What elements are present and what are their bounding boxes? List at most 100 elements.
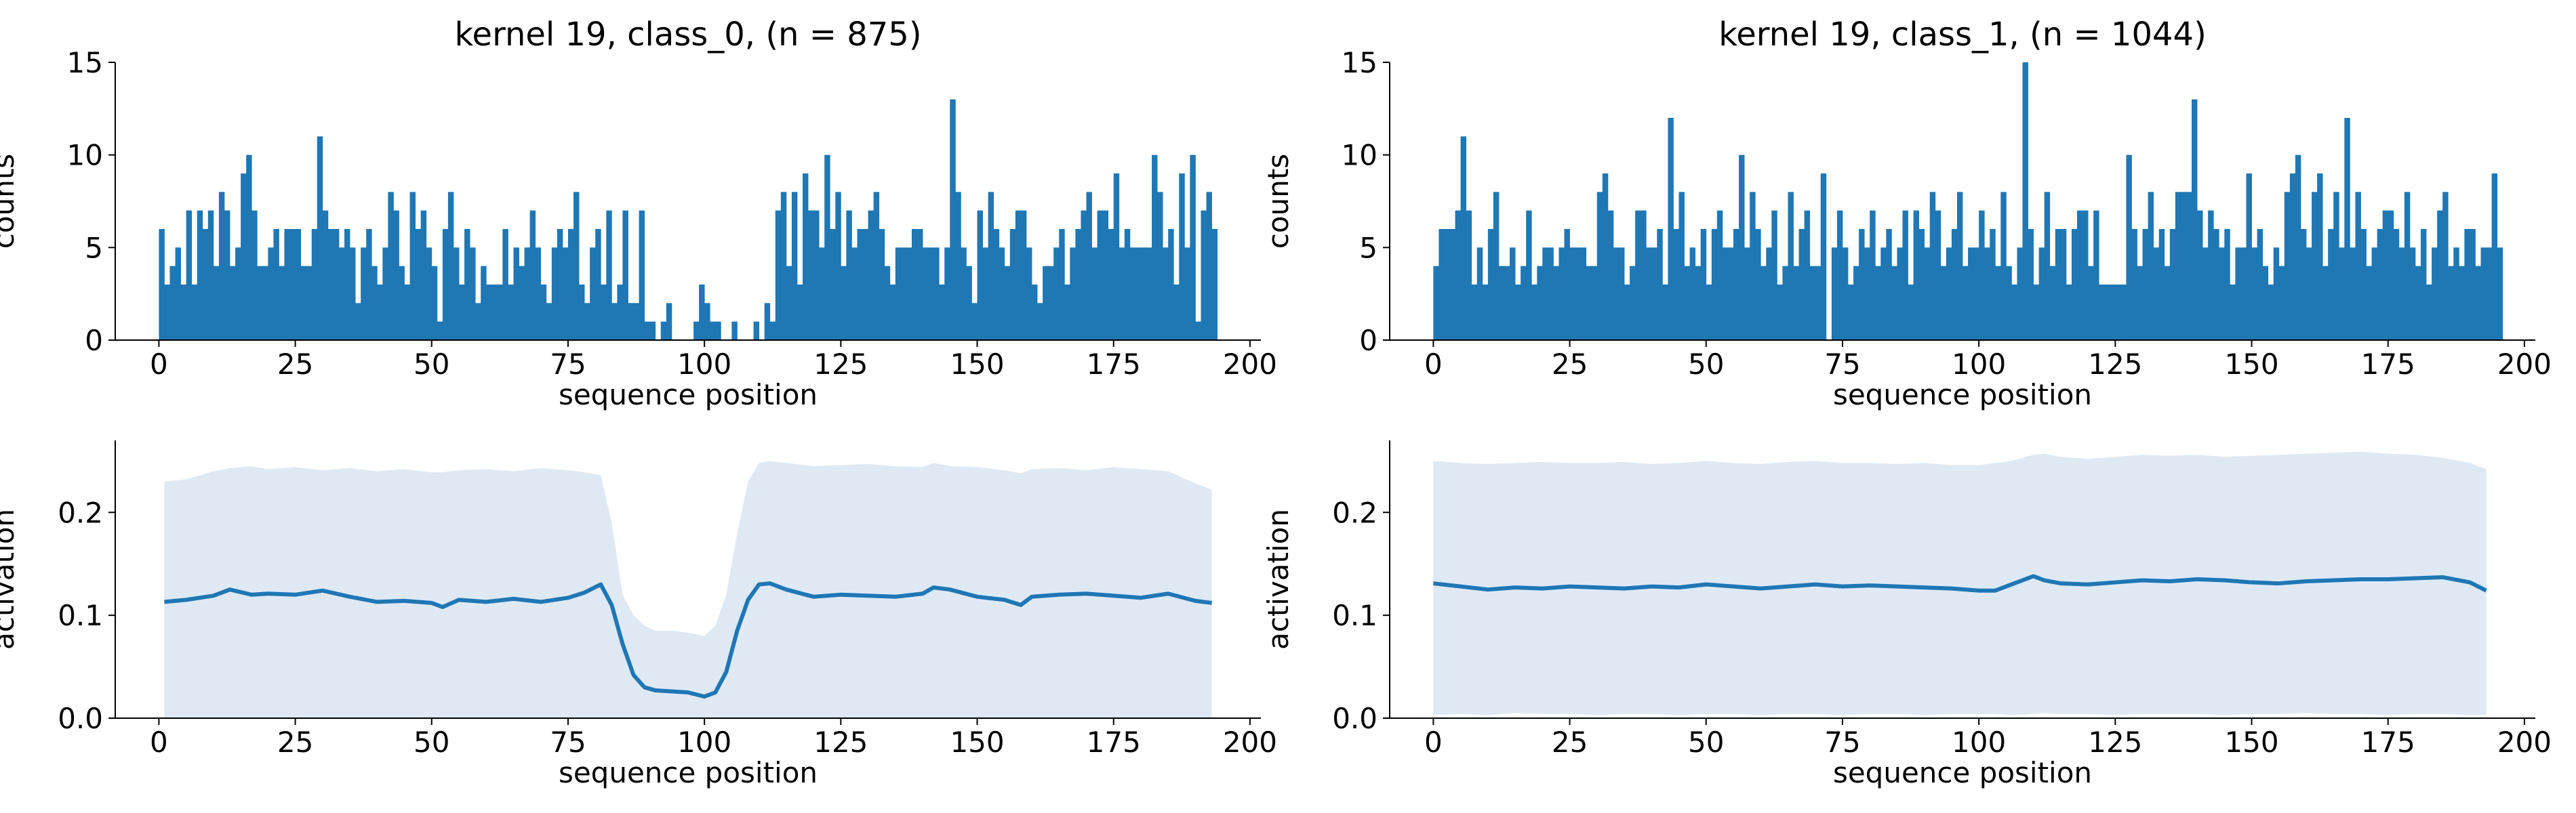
bar — [906, 247, 912, 340]
bar — [1668, 118, 1674, 340]
bar — [2251, 247, 2257, 340]
bar — [1886, 229, 1892, 340]
bar — [999, 247, 1005, 340]
bar — [431, 266, 438, 340]
bar — [300, 266, 307, 340]
bar — [2437, 210, 2443, 340]
bar — [1548, 247, 1554, 340]
bar — [207, 210, 214, 340]
bar — [2164, 266, 2171, 340]
bar — [2442, 192, 2449, 340]
bar — [1195, 321, 1201, 340]
bar — [1793, 266, 1799, 340]
bar — [295, 229, 302, 340]
bar — [1918, 229, 1925, 340]
bar — [2082, 210, 2089, 340]
bar — [1700, 229, 1707, 340]
bar — [388, 192, 394, 340]
bar — [2235, 247, 2241, 340]
bar — [464, 229, 470, 340]
bar — [595, 229, 601, 340]
x-axis-label: sequence position — [559, 378, 818, 411]
bar — [579, 285, 585, 340]
bar — [928, 247, 934, 340]
bar — [1471, 285, 1478, 340]
bar — [611, 303, 618, 340]
bar — [1678, 192, 1685, 340]
bar — [1602, 173, 1609, 340]
bar — [1836, 210, 1843, 340]
y-tick-label: 0 — [85, 324, 103, 357]
bar — [851, 247, 858, 340]
bar — [1053, 247, 1060, 340]
bar — [175, 247, 181, 340]
bar — [617, 285, 623, 340]
bar — [426, 247, 432, 340]
bar — [2453, 247, 2459, 340]
bar — [475, 303, 481, 340]
bar — [1673, 229, 1679, 340]
bar — [900, 247, 907, 340]
bar — [2262, 266, 2269, 340]
bar — [933, 247, 940, 340]
bar — [1722, 247, 1729, 340]
bar — [1963, 266, 1969, 340]
bar — [535, 247, 542, 340]
bar — [2110, 285, 2116, 340]
bar — [1163, 247, 1169, 340]
bar — [2246, 173, 2252, 340]
bar — [628, 303, 634, 340]
x-tick-label: 100 — [677, 348, 731, 381]
bar — [409, 192, 416, 340]
bar — [1727, 247, 1734, 340]
chart-panel-4: 0 25 50 75 100 125 150 175 200 0.0 0.1 0.2 sequence … — [1262, 440, 2552, 789]
bar — [1788, 192, 1794, 340]
bar — [1766, 247, 1772, 340]
bar — [1662, 285, 1668, 340]
bar — [327, 229, 334, 340]
bar — [2366, 266, 2372, 340]
bar — [1902, 210, 1908, 340]
bar — [2257, 229, 2263, 340]
bar — [453, 247, 460, 340]
bar — [1179, 173, 1185, 340]
bar — [562, 247, 569, 340]
bar — [780, 192, 787, 340]
bar — [268, 247, 274, 340]
bar — [606, 210, 612, 340]
bar — [1575, 247, 1582, 340]
y-tick-label: 10 — [1342, 139, 1377, 172]
chart-title: kernel 19, class_0, (n = 875) — [454, 16, 921, 54]
bar — [1015, 210, 1022, 340]
bar — [2470, 229, 2476, 340]
bar — [491, 285, 498, 340]
chart-panel-1: 0 25 50 75 100 125 150 175 200 0 5 10 15 sequence pos… — [0, 16, 1277, 411]
x-tick-label: 50 — [414, 726, 449, 759]
bar — [1744, 247, 1750, 340]
bar — [1848, 285, 1854, 340]
bar — [1624, 285, 1630, 340]
bar — [2060, 229, 2067, 340]
bar — [1859, 229, 1865, 340]
x-tick-label: 125 — [2088, 726, 2142, 759]
bar — [415, 229, 422, 340]
y-tick-label: 5 — [1359, 231, 1377, 264]
bar — [2448, 266, 2454, 340]
chart-panel-3: 0 25 50 75 100 125 150 175 200 0.0 0.1 0.2 sequence … — [0, 440, 1277, 789]
bar — [1152, 154, 1158, 341]
bar — [1990, 229, 1996, 340]
bar — [2421, 229, 2427, 340]
x-tick-label: 0 — [150, 726, 168, 759]
bar — [731, 321, 738, 340]
bar — [486, 285, 492, 340]
std-band — [1433, 451, 2487, 715]
bar — [1542, 247, 1548, 340]
bar — [1929, 192, 1936, 340]
bar — [2306, 247, 2312, 340]
bar — [2350, 247, 2356, 340]
bar — [1842, 247, 1849, 340]
bar — [590, 247, 596, 340]
bar — [1048, 266, 1054, 340]
bar — [197, 210, 203, 340]
bar — [1086, 192, 1092, 340]
